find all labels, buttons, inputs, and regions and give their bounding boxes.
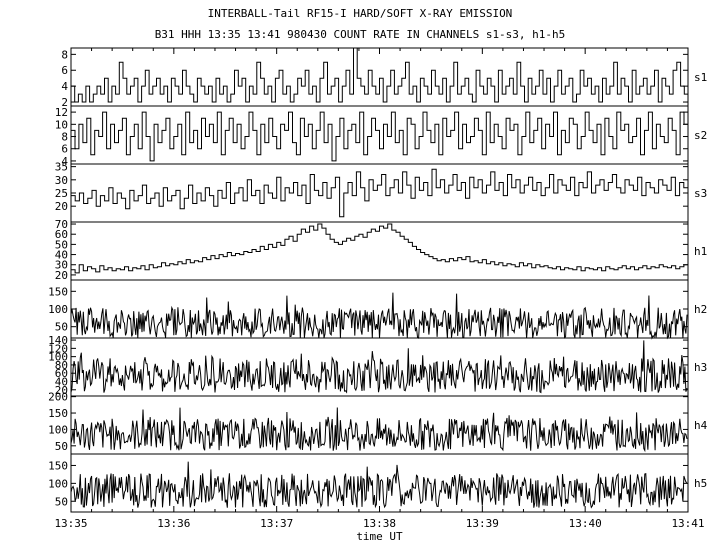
series-h4 — [70, 407, 688, 453]
y-tick-label-h1: 50 — [55, 238, 68, 251]
x-tick-label: 13:41 — [671, 517, 704, 530]
y-tick-label-h3: 20 — [55, 384, 68, 397]
y-tick-label-s2: 12 — [55, 106, 68, 119]
y-tick-label-s2: 8 — [61, 131, 68, 144]
y-tick-label-h4: 50 — [55, 440, 68, 453]
panel-label-h1: h1 — [694, 245, 707, 258]
x-tick-label: 13:35 — [54, 517, 87, 530]
y-tick-label-s1: 8 — [61, 48, 68, 61]
series-h5 — [70, 461, 688, 509]
series-h2 — [70, 292, 688, 340]
y-tick-label-h4: 100 — [48, 423, 68, 436]
y-tick-label-s2: 4 — [61, 155, 68, 168]
panel-frame-s1 — [70, 47, 689, 107]
y-tick-label-h4: 150 — [48, 407, 68, 420]
y-tick-label-h2: 100 — [48, 303, 68, 316]
x-tick-label: 13:40 — [569, 517, 602, 530]
panel-label-s2: s2 — [694, 129, 707, 142]
y-tick-label-s2: 6 — [61, 143, 68, 156]
y-tick-label-s1: 6 — [61, 64, 68, 77]
y-tick-label-h3: 100 — [48, 351, 68, 364]
y-tick-label-h4: 200 — [48, 391, 68, 404]
y-tick-label-h3: 140 — [48, 334, 68, 347]
series-h1 — [71, 223, 688, 274]
y-tick-label-h1: 30 — [55, 259, 68, 272]
y-tick-label-h3: 40 — [55, 376, 68, 389]
x-tick-label: 13:36 — [157, 517, 190, 530]
panel-label-h5: h5 — [694, 477, 707, 490]
y-tick-label-h1: 40 — [55, 249, 68, 262]
y-tick-label-h1: 20 — [55, 269, 68, 282]
panel-frame-h5 — [70, 453, 689, 513]
y-tick-label-h1: 60 — [55, 228, 68, 241]
y-tick-label-h5: 150 — [48, 459, 68, 472]
y-tick-label-s3: 25 — [55, 187, 68, 200]
panel-label-h4: h4 — [694, 419, 708, 432]
y-tick-label-s3: 30 — [55, 174, 68, 187]
y-tick-label-h1: 70 — [55, 218, 68, 231]
panel-label-h2: h2 — [694, 303, 707, 316]
x-axis-label: time UT — [356, 530, 403, 543]
y-tick-label-h2: 50 — [55, 321, 68, 334]
x-tick-label: 13:39 — [466, 517, 499, 530]
series-s1 — [71, 47, 688, 103]
chart-subtitle: B31 HHH 13:35 13:41 980430 COUNT RATE IN… — [154, 28, 566, 41]
panel-label-h3: h3 — [694, 361, 707, 374]
x-tick-label: 13:37 — [260, 517, 293, 530]
panel-label-s1: s1 — [694, 71, 707, 84]
y-tick-label-h5: 100 — [48, 477, 68, 490]
y-tick-label-s2: 10 — [55, 118, 68, 131]
y-tick-label-s3: 20 — [55, 200, 68, 213]
y-tick-label-h3: 80 — [55, 359, 68, 372]
y-tick-label-s1: 2 — [61, 96, 68, 109]
y-tick-label-s1: 4 — [61, 80, 68, 93]
x-tick-label: 13:38 — [363, 517, 396, 530]
y-tick-label-h5: 50 — [55, 495, 68, 508]
y-tick-label-h3: 120 — [48, 342, 68, 355]
y-tick-label-h3: 60 — [55, 367, 68, 380]
y-tick-label-s3: 35 — [55, 161, 68, 174]
y-tick-label-h2: 150 — [48, 285, 68, 298]
series-s3 — [71, 168, 688, 218]
panel-label-s3: s3 — [694, 187, 707, 200]
chart-title: INTERBALL-Tail RF15-I HARD/SOFT X-RAY EM… — [207, 7, 513, 20]
series-h3 — [70, 340, 688, 394]
series-s2 — [71, 111, 688, 162]
